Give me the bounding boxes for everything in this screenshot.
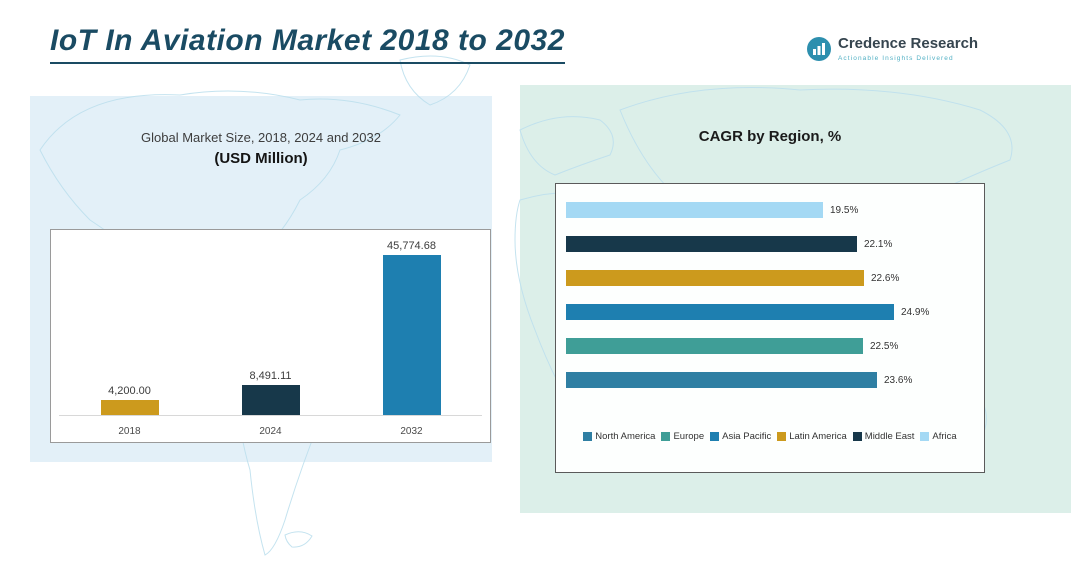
x-axis-label: 2018 <box>118 426 141 437</box>
page-title: IoT In Aviation Market 2018 to 2032 <box>50 24 565 64</box>
cagr-bar-europe <box>566 338 863 354</box>
cagr-value-label: 23.6% <box>884 374 913 386</box>
cagr-bar-row: 23.6% <box>566 372 974 388</box>
credence-research-logo: Credence Research Actionable Insights De… <box>806 35 979 62</box>
legend-item-middle-east: Middle East <box>852 431 915 442</box>
cagr-bar-latin-america <box>566 270 864 286</box>
cagr-bar-north-america <box>566 372 877 388</box>
market-bar-2018 <box>100 400 159 415</box>
market-chart-title-line2: (USD Million) <box>214 150 308 167</box>
x-axis-label: 2024 <box>259 426 282 437</box>
legend-item-africa: Africa <box>920 431 957 442</box>
cagr-bar-row: 22.1% <box>566 236 974 252</box>
market-bar-group: 4,200.00 <box>59 385 200 415</box>
cagr-bar-row: 22.6% <box>566 270 974 286</box>
legend-label: Africa <box>932 431 957 442</box>
market-cats-row: 2018 2024 2032 <box>59 426 482 437</box>
legend-swatch <box>661 432 671 441</box>
market-bar-group: 45,774.68 <box>341 240 482 415</box>
legend-label: North America <box>595 431 656 442</box>
legend-item-north-america: North America <box>583 431 655 442</box>
legend-swatch <box>920 432 930 441</box>
logo-tagline: Actionable Insights Delivered <box>838 54 954 62</box>
cagr-value-label: 24.9% <box>901 306 930 318</box>
x-axis-label: 2032 <box>400 426 423 437</box>
bar-value-label: 4,200.00 <box>108 385 151 397</box>
cagr-chart: 19.5% 22.1% 22.6% 24.9% 22.5% 23.6% North Ame… <box>555 183 985 473</box>
cagr-bar-row: 19.5% <box>566 202 974 218</box>
legend-item-latin-america: Latin America <box>777 431 847 442</box>
cagr-value-label: 22.1% <box>864 238 893 250</box>
legend-label: Europe <box>673 431 705 442</box>
cagr-bar-row: 22.5% <box>566 338 974 354</box>
market-size-chart: 4,200.00 8,491.11 45,774.68 2018 2024 2032 <box>50 229 491 443</box>
logo-text: Credence Research Actionable Insights De… <box>838 35 979 62</box>
cagr-chart-title: CAGR by Region, % <box>698 128 842 145</box>
legend-swatch <box>852 432 862 441</box>
cagr-bar-middle-east <box>566 236 857 252</box>
legend-swatch <box>583 432 593 441</box>
cagr-bar-africa <box>566 202 823 218</box>
logo-bars-icon <box>807 37 831 61</box>
legend-swatch <box>777 432 787 441</box>
cagr-value-label: 19.5% <box>830 204 859 216</box>
cagr-value-label: 22.5% <box>870 340 899 352</box>
cagr-bar-row: 24.9% <box>566 304 974 320</box>
market-chart-title-line1: Global Market Size, 2018, 2024 and 2032 <box>141 130 381 145</box>
market-bars-area: 4,200.00 8,491.11 45,774.68 <box>59 230 482 416</box>
cagr-bar-asia-pacific <box>566 304 894 320</box>
cagr-value-label: 22.6% <box>871 272 900 284</box>
bar-value-label: 45,774.68 <box>387 240 436 252</box>
legend-label: Middle East <box>864 431 915 442</box>
market-bar-2024 <box>241 385 300 415</box>
legend-label: Latin America <box>789 431 847 442</box>
market-bar-group: 8,491.11 <box>200 370 341 415</box>
legend-item-asia-pacific: Asia Pacific <box>710 431 771 442</box>
legend-swatch <box>710 432 720 441</box>
legend-item-europe: Europe <box>661 431 704 442</box>
cagr-legend: North America Europe Asia Pacific Latin Ame… <box>556 431 984 442</box>
market-bar-2032 <box>382 255 441 415</box>
logo-name: Credence Research <box>838 35 979 52</box>
bar-value-label: 8,491.11 <box>249 370 292 382</box>
legend-label: Asia Pacific <box>722 431 772 442</box>
market-chart-title: Global Market Size, 2018, 2024 and 2032 … <box>30 130 492 167</box>
cagr-bars-area: 19.5% 22.1% 22.6% 24.9% 22.5% 23.6% <box>566 202 974 406</box>
